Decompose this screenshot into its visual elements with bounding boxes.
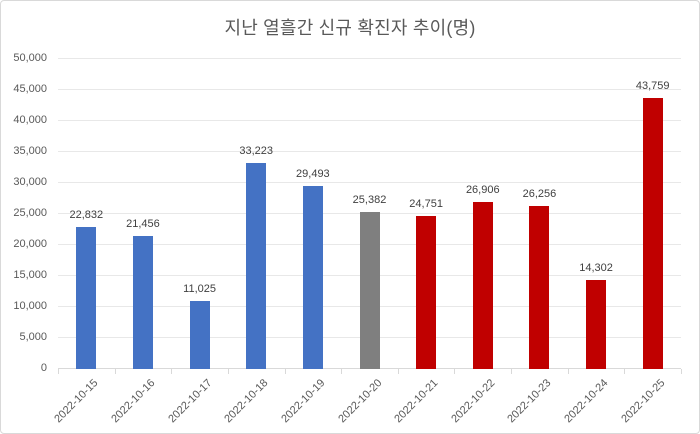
bar-2022-10-19 — [302, 186, 323, 369]
bar-2022-10-16 — [132, 235, 153, 369]
x-axis-tick — [227, 369, 229, 374]
x-axis-tick — [58, 369, 59, 374]
bar-2022-10-15 — [76, 227, 97, 369]
data-label-2022-10-22: 26,906 — [465, 184, 500, 197]
data-label-2022-10-25: 43,759 — [635, 79, 670, 92]
x-axis-tick — [454, 369, 456, 374]
x-axis-tick — [624, 369, 626, 374]
bar-2022-10-20 — [359, 211, 380, 369]
x-axis-tick — [397, 369, 399, 374]
x-axis-tick — [681, 369, 682, 374]
chart-title: 지난 열흘간 신규 확진자 추이(명) — [224, 18, 476, 38]
data-label-2022-10-20: 25,382 — [352, 193, 387, 206]
data-label-2022-10-15: 22,832 — [69, 209, 104, 222]
gridline — [58, 89, 681, 90]
data-label-2022-10-16: 21,456 — [126, 217, 160, 230]
bar-2022-10-25 — [642, 97, 663, 369]
x-axis-label-2022-10-15: 2022-10-15 — [52, 377, 101, 426]
data-label-2022-10-18: 33,223 — [239, 145, 274, 158]
x-axis-tick — [284, 369, 286, 374]
y-tick-label: 15,000 — [13, 269, 47, 281]
data-label-2022-10-17: 11,025 — [183, 282, 216, 295]
gridline — [58, 120, 681, 121]
y-tick-label: 10,000 — [13, 300, 47, 312]
gridline — [58, 182, 681, 183]
bar-2022-10-17 — [189, 300, 210, 369]
y-tick-label: 45,000 — [13, 83, 47, 95]
x-axis-tick — [114, 369, 116, 374]
y-tick-label: 40,000 — [13, 114, 47, 126]
x-axis-tick — [567, 369, 569, 374]
x-axis-tick — [511, 369, 513, 374]
bar-2022-10-23 — [529, 206, 550, 369]
bar-2022-10-18 — [246, 163, 267, 369]
bar-2022-10-21 — [416, 215, 437, 369]
gridline — [58, 58, 681, 59]
x-axis-tick — [341, 369, 343, 374]
x-axis-tick — [171, 369, 173, 374]
y-tick-label: 30,000 — [13, 176, 47, 188]
y-tick-label: 5,000 — [19, 331, 47, 343]
y-tick-label: 35,000 — [13, 145, 47, 157]
y-tick-label: 20,000 — [13, 238, 47, 250]
y-tick-label: 50,000 — [13, 52, 47, 64]
gridline — [58, 151, 681, 152]
data-label-2022-10-24: 14,302 — [579, 262, 613, 275]
bar-2022-10-22 — [472, 202, 493, 369]
data-label-2022-10-23: 26,256 — [522, 188, 557, 201]
data-label-2022-10-19: 29,493 — [296, 168, 330, 181]
data-label-2022-10-21: 24,751 — [409, 197, 443, 210]
y-tick-label: 0 — [40, 362, 47, 374]
bar-2022-10-24 — [586, 280, 607, 369]
y-tick-label: 25,000 — [13, 207, 47, 219]
